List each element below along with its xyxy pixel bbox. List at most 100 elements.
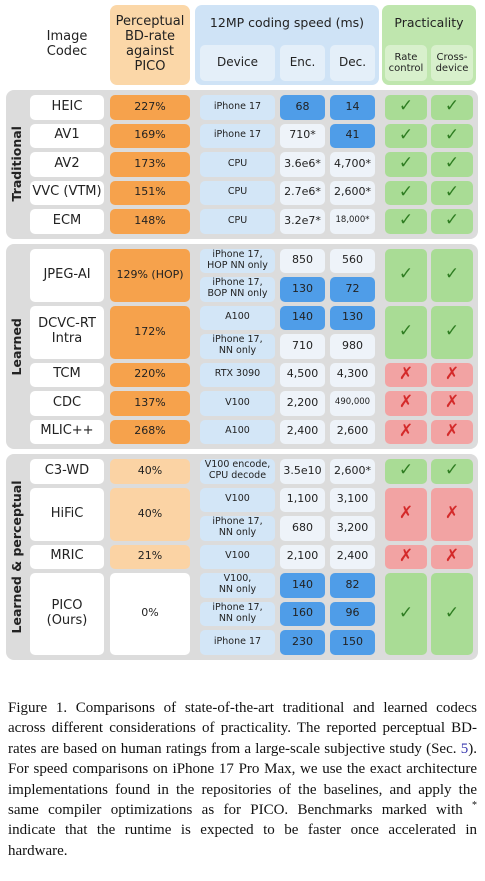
dec-time: 4,300: [330, 362, 375, 387]
enc-header: Enc.: [280, 45, 325, 81]
rate-control: ✓: [385, 248, 427, 302]
cross-device: ✓: [431, 248, 473, 302]
bd-rate: 173%: [110, 152, 190, 177]
codec-name: HEIC: [30, 95, 104, 120]
bd-rate: 148%: [110, 209, 190, 234]
rate-control: ✓: [385, 180, 427, 205]
codec-name: PICO (Ours): [30, 573, 104, 655]
device: iPhone 17: [200, 95, 275, 120]
device: V100, NN only: [200, 573, 275, 598]
device: CPU: [200, 152, 275, 177]
rate-control: ✓: [385, 95, 427, 120]
cross-device-header: Cross- device: [431, 45, 473, 81]
bd-rate: 151%: [110, 180, 190, 205]
cross-device: ✗: [431, 391, 473, 416]
bd-rate: 40%: [110, 459, 190, 484]
caption-text: Figure 1. Comparisons of state-of-the-ar…: [8, 700, 477, 757]
bd-rate: 137%: [110, 391, 190, 416]
dec-time: 2,600*: [330, 180, 375, 205]
codec-name: MLIC++: [30, 419, 104, 444]
enc-time: 130: [280, 277, 325, 302]
device: iPhone 17, NN only: [200, 516, 275, 541]
enc-time: 2,400: [280, 419, 325, 444]
bd-rate: 169%: [110, 123, 190, 148]
cross-device: ✓: [431, 123, 473, 148]
enc-time: 680: [280, 516, 325, 541]
rate-control: ✗: [385, 487, 427, 541]
group-label: Learned & perceptual: [8, 480, 24, 634]
codec-name: TCM: [30, 362, 104, 387]
rate-control: ✓: [385, 152, 427, 177]
enc-time: 2,200: [280, 391, 325, 416]
codec-header: Image Codec: [46, 29, 88, 59]
dec-time: 3,200: [330, 516, 375, 541]
dec-time: 150: [330, 630, 375, 655]
cross-device: ✗: [431, 362, 473, 387]
bd-rate: 227%: [110, 95, 190, 120]
enc-time: 3.5e10: [280, 459, 325, 484]
device: V100 encode, CPU decode: [200, 459, 275, 484]
section-link[interactable]: 5: [460, 740, 469, 757]
enc-time: 3.2e7*: [280, 209, 325, 234]
enc-time: 1,100: [280, 487, 325, 512]
enc-time: 710: [280, 334, 325, 359]
bd-rate: 40%: [110, 487, 190, 541]
dec-time: 2,600: [330, 419, 375, 444]
codec-name: JPEG-AI: [30, 248, 104, 302]
device: iPhone 17, HOP NN only: [200, 248, 275, 273]
device: A100: [200, 419, 275, 444]
dec-time: 82: [330, 573, 375, 598]
dec-time: 18,000*: [330, 209, 375, 234]
dec-time: 14: [330, 95, 375, 120]
rate-control: ✗: [385, 544, 427, 569]
dec-time: 72: [330, 277, 375, 302]
dec-time: 4,700*: [330, 152, 375, 177]
enc-time: 140: [280, 573, 325, 598]
rate-control: ✗: [385, 362, 427, 387]
rate-control: ✓: [385, 573, 427, 655]
enc-time: 3.6e6*: [280, 152, 325, 177]
dec-time: 130: [330, 305, 375, 330]
cross-device: ✗: [431, 544, 473, 569]
cross-device: ✓: [431, 573, 473, 655]
cross-device: ✓: [431, 459, 473, 484]
dec-time: 41: [330, 123, 375, 148]
bd-rate: 172%: [110, 305, 190, 359]
practicality-header: Practicality: [394, 14, 464, 30]
codec-name: AV1: [30, 123, 104, 148]
device: iPhone 17: [200, 630, 275, 655]
rate-control: ✗: [385, 419, 427, 444]
dec-time: 96: [330, 601, 375, 626]
cross-device: ✓: [431, 305, 473, 359]
codec-name: VVC (VTM): [30, 180, 104, 205]
enc-time: 68: [280, 95, 325, 120]
codec-name: AV2: [30, 152, 104, 177]
caption-text: ). For speed comparisons on iPhone 17 Pr…: [8, 740, 477, 819]
device: V100: [200, 544, 275, 569]
device-header: Device: [200, 45, 275, 81]
caption-text: indicate that the runtime is expected to…: [8, 822, 477, 859]
dec-time: 490,000: [330, 391, 375, 416]
dec-time: 3,100: [330, 487, 375, 512]
cross-device: ✓: [431, 152, 473, 177]
device: iPhone 17, NN only: [200, 601, 275, 626]
bd-rate: 129% (HOP): [110, 248, 190, 302]
bd-rate: 220%: [110, 362, 190, 387]
enc-time: 2.7e6*: [280, 180, 325, 205]
rate-control-header: Rate control: [385, 45, 427, 81]
cross-device: ✓: [431, 209, 473, 234]
device: CPU: [200, 180, 275, 205]
dec-time: 2,600*: [330, 459, 375, 484]
device: iPhone 17, BOP NN only: [200, 277, 275, 302]
cross-device: ✓: [431, 95, 473, 120]
device: iPhone 17: [200, 123, 275, 148]
codec-name: CDC: [30, 391, 104, 416]
codec-name: MRIC: [30, 544, 104, 569]
figure-caption: Figure 1. Comparisons of state-of-the-ar…: [8, 698, 477, 861]
codec-name: C3-WD: [30, 459, 104, 484]
enc-time: 710*: [280, 123, 325, 148]
rate-control: ✗: [385, 391, 427, 416]
device: V100: [200, 391, 275, 416]
cross-device: ✗: [431, 487, 473, 541]
